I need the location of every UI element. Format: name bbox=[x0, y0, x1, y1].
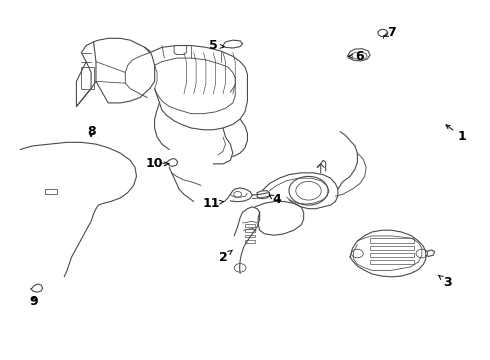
Text: 7: 7 bbox=[384, 27, 396, 40]
Text: 8: 8 bbox=[87, 125, 96, 138]
Text: 2: 2 bbox=[219, 250, 232, 264]
Text: 3: 3 bbox=[439, 275, 452, 289]
Text: 5: 5 bbox=[209, 39, 224, 52]
Text: 4: 4 bbox=[269, 193, 281, 206]
Text: 10: 10 bbox=[146, 157, 169, 170]
Text: 1: 1 bbox=[446, 125, 467, 144]
Text: 11: 11 bbox=[203, 197, 223, 210]
Text: 9: 9 bbox=[29, 296, 38, 309]
Text: 6: 6 bbox=[349, 50, 364, 63]
